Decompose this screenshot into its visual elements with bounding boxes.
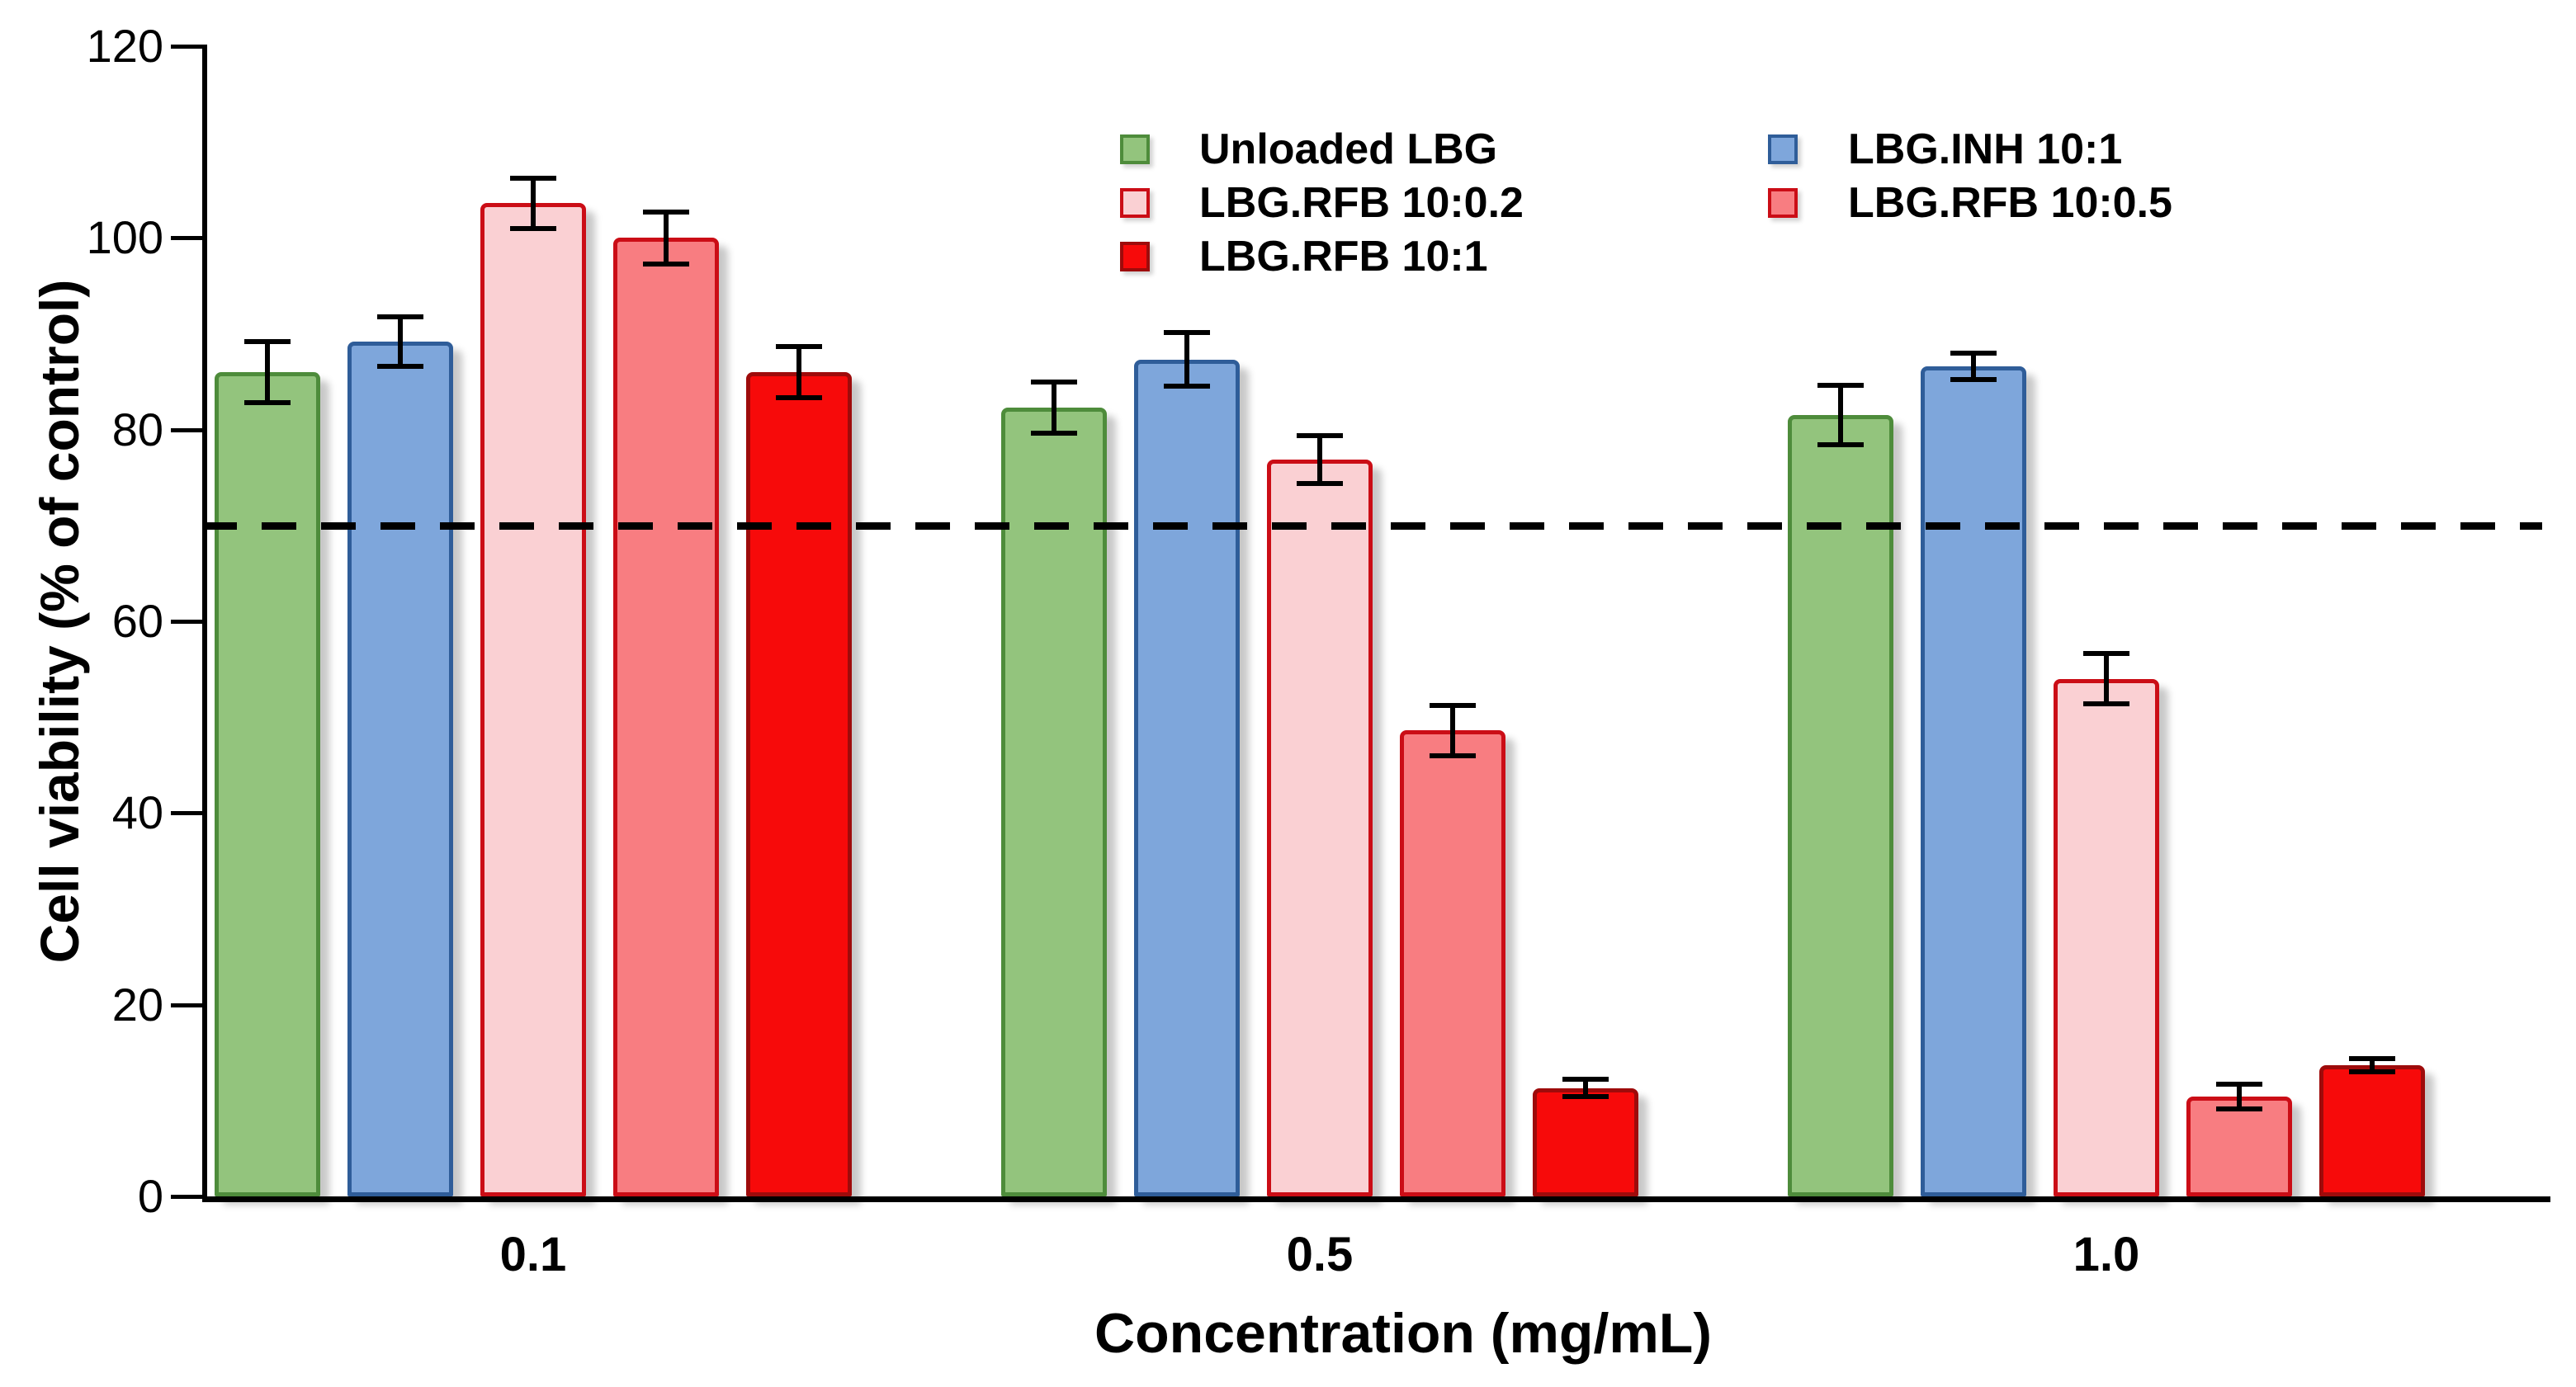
error-bar-cap — [1817, 442, 1864, 448]
error-bar-cap — [1562, 1094, 1609, 1100]
bar-lbg-rfb-10-0-2-1-0 — [2054, 678, 2159, 1196]
error-bar-cap — [244, 338, 291, 344]
legend-swatch-lbg-inh-10-1 — [1768, 134, 1798, 164]
error-bar-lbg-rfb-10-1-1-0 — [2370, 1058, 2375, 1072]
legend-label-lbg-rfb-10-0-2: LBG.RFB 10:0.2 — [1199, 179, 1524, 227]
error-bar-lbg-rfb-10-0-5-1-0 — [2237, 1084, 2242, 1110]
error-bar-cap — [1164, 330, 1210, 336]
error-bar-lbg-inh-10-1-0-5 — [1184, 333, 1189, 387]
x-category-label-1-0: 1.0 — [2073, 1228, 2140, 1281]
legend-swatch-lbg-rfb-10-0-2 — [1120, 188, 1150, 218]
error-bar-cap — [377, 314, 423, 319]
y-axis-title: Cell viability (% of control) — [29, 279, 90, 964]
error-bar-unloaded-lbg-0-1 — [265, 341, 270, 403]
error-bar-cap — [510, 176, 556, 182]
y-tick-mark — [171, 619, 202, 624]
error-bar-lbg-rfb-10-0-2-0-5 — [1317, 435, 1322, 484]
bar-unloaded-lbg-0-5 — [1001, 407, 1107, 1196]
legend-label-lbg-rfb-10-1: LBG.RFB 10:1 — [1199, 233, 1488, 281]
error-bar-cap — [1164, 384, 1210, 389]
error-bar-unloaded-lbg-1-0 — [1838, 385, 1843, 446]
legend-swatch-lbg-rfb-10-1 — [1120, 242, 1150, 271]
y-tick-label: 60 — [111, 594, 163, 647]
y-tick-label: 0 — [137, 1170, 163, 1222]
error-bar-cap — [1950, 377, 1997, 383]
error-bar-cap — [2216, 1082, 2262, 1087]
y-tick-mark — [171, 1003, 202, 1007]
error-bar-lbg-rfb-10-0-2-0-1 — [531, 178, 536, 229]
bar-lbg-rfb-10-0-5-0-5 — [1400, 730, 1505, 1196]
y-tick-mark — [171, 427, 202, 432]
y-axis-line — [202, 44, 207, 1200]
error-bar-cap — [1297, 432, 1343, 438]
error-bar-cap — [2349, 1055, 2395, 1061]
error-bar-lbg-rfb-10-0-5-0-5 — [1450, 705, 1455, 756]
error-bar-lbg-rfb-10-0-5-0-1 — [664, 211, 669, 264]
bar-lbg-inh-10-1-1-0 — [1921, 366, 2026, 1196]
error-bar-cap — [1031, 379, 1077, 384]
legend-swatch-unloaded-lbg — [1120, 134, 1150, 164]
error-bar-cap — [1297, 480, 1343, 486]
error-bar-cap — [510, 225, 556, 231]
error-bar-cap — [1950, 350, 1997, 356]
error-bar-cap — [1430, 752, 1476, 758]
error-bar-cap — [643, 209, 689, 215]
y-tick-label: 100 — [86, 211, 163, 264]
bar-lbg-rfb-10-0-5-0-1 — [613, 238, 719, 1196]
error-bar-cap — [2083, 651, 2129, 657]
bar-unloaded-lbg-1-0 — [1788, 415, 1893, 1196]
bar-lbg-inh-10-1-0-1 — [347, 341, 453, 1196]
y-tick-label: 120 — [86, 19, 163, 72]
error-bar-lbg-rfb-10-1-0-5 — [1583, 1079, 1588, 1097]
error-bar-lbg-inh-10-1-1-0 — [1971, 352, 1976, 380]
error-bar-cap — [1817, 383, 1864, 389]
legend-label-lbg-inh-10-1: LBG.INH 10:1 — [1848, 125, 2123, 173]
error-bar-cap — [1031, 431, 1077, 436]
error-bar-lbg-inh-10-1-0-1 — [398, 316, 403, 366]
y-tick-label: 20 — [111, 978, 163, 1031]
y-tick-mark — [171, 811, 202, 816]
legend-swatch-lbg-rfb-10-0-5 — [1768, 188, 1798, 218]
bar-lbg-rfb-10-1-0-5 — [1533, 1087, 1638, 1196]
bar-lbg-rfb-10-0-5-1-0 — [2186, 1097, 2292, 1196]
error-bar-cap — [2083, 701, 2129, 706]
y-tick-label: 80 — [111, 403, 163, 455]
y-tick-mark — [171, 1195, 202, 1199]
bar-lbg-inh-10-1-0-5 — [1134, 359, 1240, 1196]
bar-lbg-rfb-10-0-2-0-5 — [1267, 459, 1373, 1196]
x-category-label-0-5: 0.5 — [1286, 1228, 1354, 1281]
error-bar-cap — [643, 261, 689, 267]
x-axis-line — [202, 1196, 2550, 1202]
error-bar-lbg-rfb-10-1-0-1 — [796, 346, 801, 399]
bar-lbg-rfb-10-0-2-0-1 — [480, 203, 586, 1196]
bar-lbg-rfb-10-1-0-1 — [746, 371, 852, 1196]
error-bar-cap — [377, 363, 423, 369]
error-bar-cap — [1562, 1077, 1609, 1083]
x-category-label-0-1: 0.1 — [499, 1228, 567, 1281]
error-bar-cap — [2349, 1069, 2395, 1074]
error-bar-cap — [1430, 703, 1476, 709]
error-bar-lbg-rfb-10-0-2-1-0 — [2104, 653, 2109, 704]
error-bar-cap — [2216, 1106, 2262, 1112]
y-tick-mark — [171, 44, 202, 49]
y-tick-mark — [171, 236, 202, 241]
bar-lbg-rfb-10-1-1-0 — [2319, 1064, 2425, 1196]
error-bar-unloaded-lbg-0-5 — [1052, 381, 1056, 434]
bar-unloaded-lbg-0-1 — [215, 371, 320, 1196]
legend-label-lbg-rfb-10-0-5: LBG.RFB 10:0.5 — [1848, 179, 2172, 227]
reference-dashed-line — [202, 521, 2542, 530]
error-bar-cap — [244, 400, 291, 406]
legend-label-unloaded-lbg: Unloaded LBG — [1199, 125, 1498, 173]
error-bar-cap — [776, 343, 822, 349]
error-bar-cap — [776, 395, 822, 401]
y-tick-label: 40 — [111, 786, 163, 839]
x-axis-title: Concentration (mg/mL) — [1094, 1302, 1712, 1365]
